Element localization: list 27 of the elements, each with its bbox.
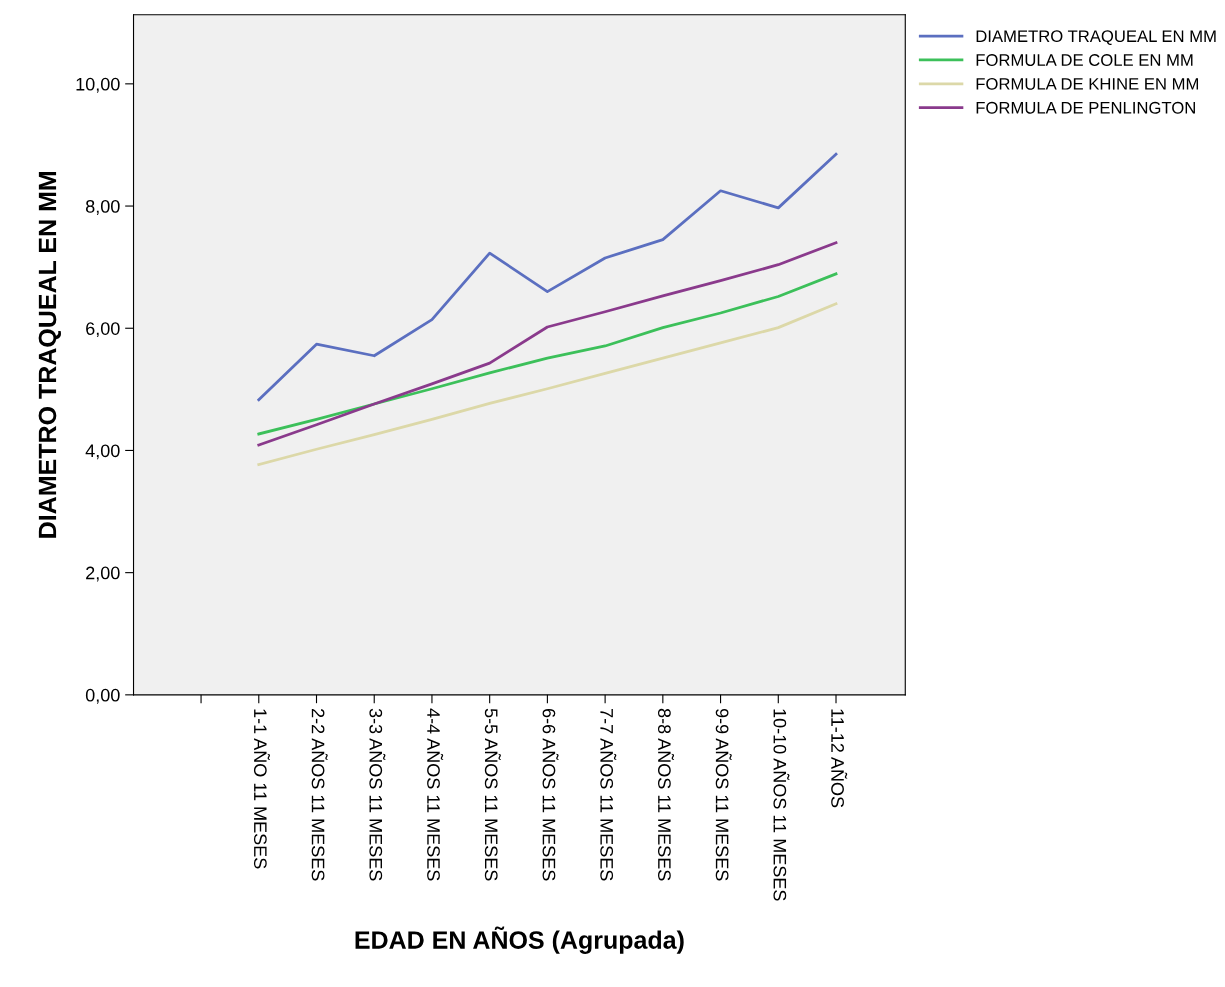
legend-label: DIAMETRO TRAQUEAL EN MM [976,30,1216,46]
x-tick-label: 4-4 AÑOS 11 MESES [427,708,444,881]
x-tick-label: 2-2 AÑOS 11 MESES [311,708,328,881]
line-series [257,152,838,402]
x-tick-label: 6-6 AÑOS 11 MESES [542,708,559,881]
x-tick-label: 8-8 AÑOS 11 MESES [657,708,675,881]
x-tick-label: 9-9 AÑOS 11 MESES [715,708,732,881]
y-tick-label: 10,00 [76,77,120,93]
legend-label: FORMULA DE PENLINGTON [976,101,1195,114]
y-tick-label: 4,00 [85,444,120,460]
x-tick-label: 11-12 AÑOS [831,709,848,808]
line-series [257,302,838,466]
y-tick-label: 6,00 [86,322,120,338]
x-axis-title: EDAD EN AÑOS (Agrupada) [355,926,684,954]
legend-label: FORMULA DE KHINE EN MM [976,77,1199,90]
legend-label: FORMULA DE COLE EN MM [976,54,1193,66]
line-series [257,241,838,447]
y-tick-label: 8,00 [85,199,120,215]
x-tick-label: 7-7 AÑOS 11 MESES [600,708,617,881]
x-tick-label: 1-1 AÑO 11 MESES [253,709,270,869]
x-tick-label: 3-3 AÑOS 11 MESES [369,708,386,881]
y-tick-label: 0,00 [85,688,120,704]
y-tick-label: 2,00 [86,566,120,582]
x-tick-label: 5-5 AÑOS 11 MESES [484,708,501,881]
y-axis-title: DIAMETRO TRAQUEAL EN MM [38,172,61,538]
x-tick-label: 10-10 AÑOS 11 MESES [773,709,790,901]
line-series [257,272,838,436]
